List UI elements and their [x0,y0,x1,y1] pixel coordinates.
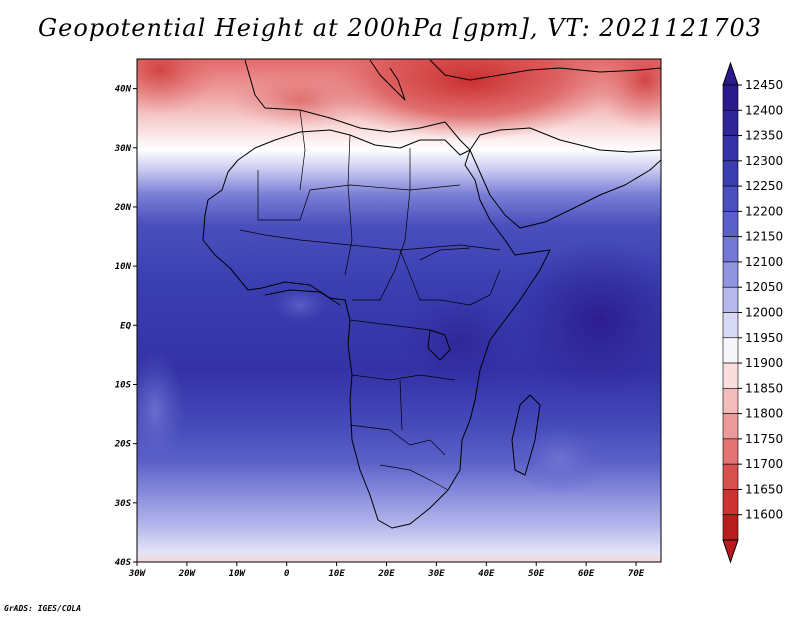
colorbar-swatch [722,489,739,516]
x-tick-label: 20W [178,569,197,579]
colorbar-swatch [722,438,739,465]
colorbar-label: 12300 [745,154,783,168]
colorbar-swatch [722,135,739,162]
y-tick-label: 30N [114,144,132,154]
colorbar-label: 12250 [745,179,783,193]
colorbar-label: 11950 [745,331,783,345]
colorbar-swatch [722,261,739,288]
colorbar-swatch [722,413,739,440]
colorbar-label: 11650 [745,482,783,496]
colorbar-upper-arrow [722,61,739,86]
colorbar-label: 12450 [745,78,783,92]
colorbar-swatch [722,286,739,313]
coastlines [202,59,661,529]
colorbar-swatch [722,160,739,187]
x-tick-label: 10W [229,569,247,579]
x-tick-label: 70E [628,569,645,579]
colorbar-label: 11700 [745,457,783,471]
credit-text: GrADS: IGES/COLA [4,604,82,613]
x-tick-label: 60E [578,569,595,579]
colorbar-swatch [722,236,739,263]
plot-frame [136,58,662,563]
colorbar-label: 12350 [745,129,783,143]
colorbar-swatch [722,211,739,237]
y-tick-label: 40N [115,85,132,95]
x-tick-label: 10E [328,569,345,579]
x-axis: 30W 20W 10W 0 10E 20E 30E 40E 50E 60E 70E [128,562,645,579]
colorbar: 12450 12400 12350 12300 12250 12200 12150 12100… [722,61,783,564]
x-tick-label: 30W [128,569,147,579]
colorbar-label: 12100 [745,255,783,269]
height-field [137,59,661,562]
colorbar-label: 12200 [745,204,783,218]
colorbar-swatch [722,388,739,414]
x-tick-label: 50E [528,569,545,579]
colorbar-swatch [722,514,739,541]
colorbar-label: 12000 [745,306,783,320]
x-tick-label: 0 [284,569,290,579]
y-tick-label: 10N [115,262,132,272]
map-title: Geopotential Height at 200hPa [gpm], VT:… [38,14,762,42]
colorbar-label: 11900 [745,356,783,370]
y-tick-label: 10S [115,380,132,390]
colorbar-swatch [722,312,739,339]
colorbar-label: 11850 [745,381,783,395]
y-tick-label: EQ [120,321,131,331]
colorbar-lower-arrow [722,539,739,564]
y-tick-label: 20N [114,203,132,213]
x-tick-label: 40E [478,569,495,579]
colorbar-swatch [722,337,739,364]
x-tick-label: 20E [377,569,395,579]
colorbar-swatch [722,109,739,136]
colorbar-label: 12400 [745,103,783,117]
x-tick-label: 30E [427,569,445,579]
colorbar-swatch [722,463,739,490]
colorbar-swatch [722,185,739,212]
country-borders [239,109,501,491]
colorbar-swatch [722,362,739,389]
colorbar-swatch [722,84,739,111]
y-tick-label: 30S [114,499,132,509]
colorbar-label: 12150 [745,230,783,244]
colorbar-label: 12050 [745,280,783,294]
colorbar-label: 11600 [745,508,783,522]
y-tick-label: 20S [114,440,132,450]
y-tick-label: 40S [115,558,132,568]
colorbar-label: 11750 [745,432,783,446]
colorbar-label: 11800 [745,407,783,421]
y-axis: 40N 30N 20N 10N EQ 10S 20S 30S 40S [114,85,137,568]
